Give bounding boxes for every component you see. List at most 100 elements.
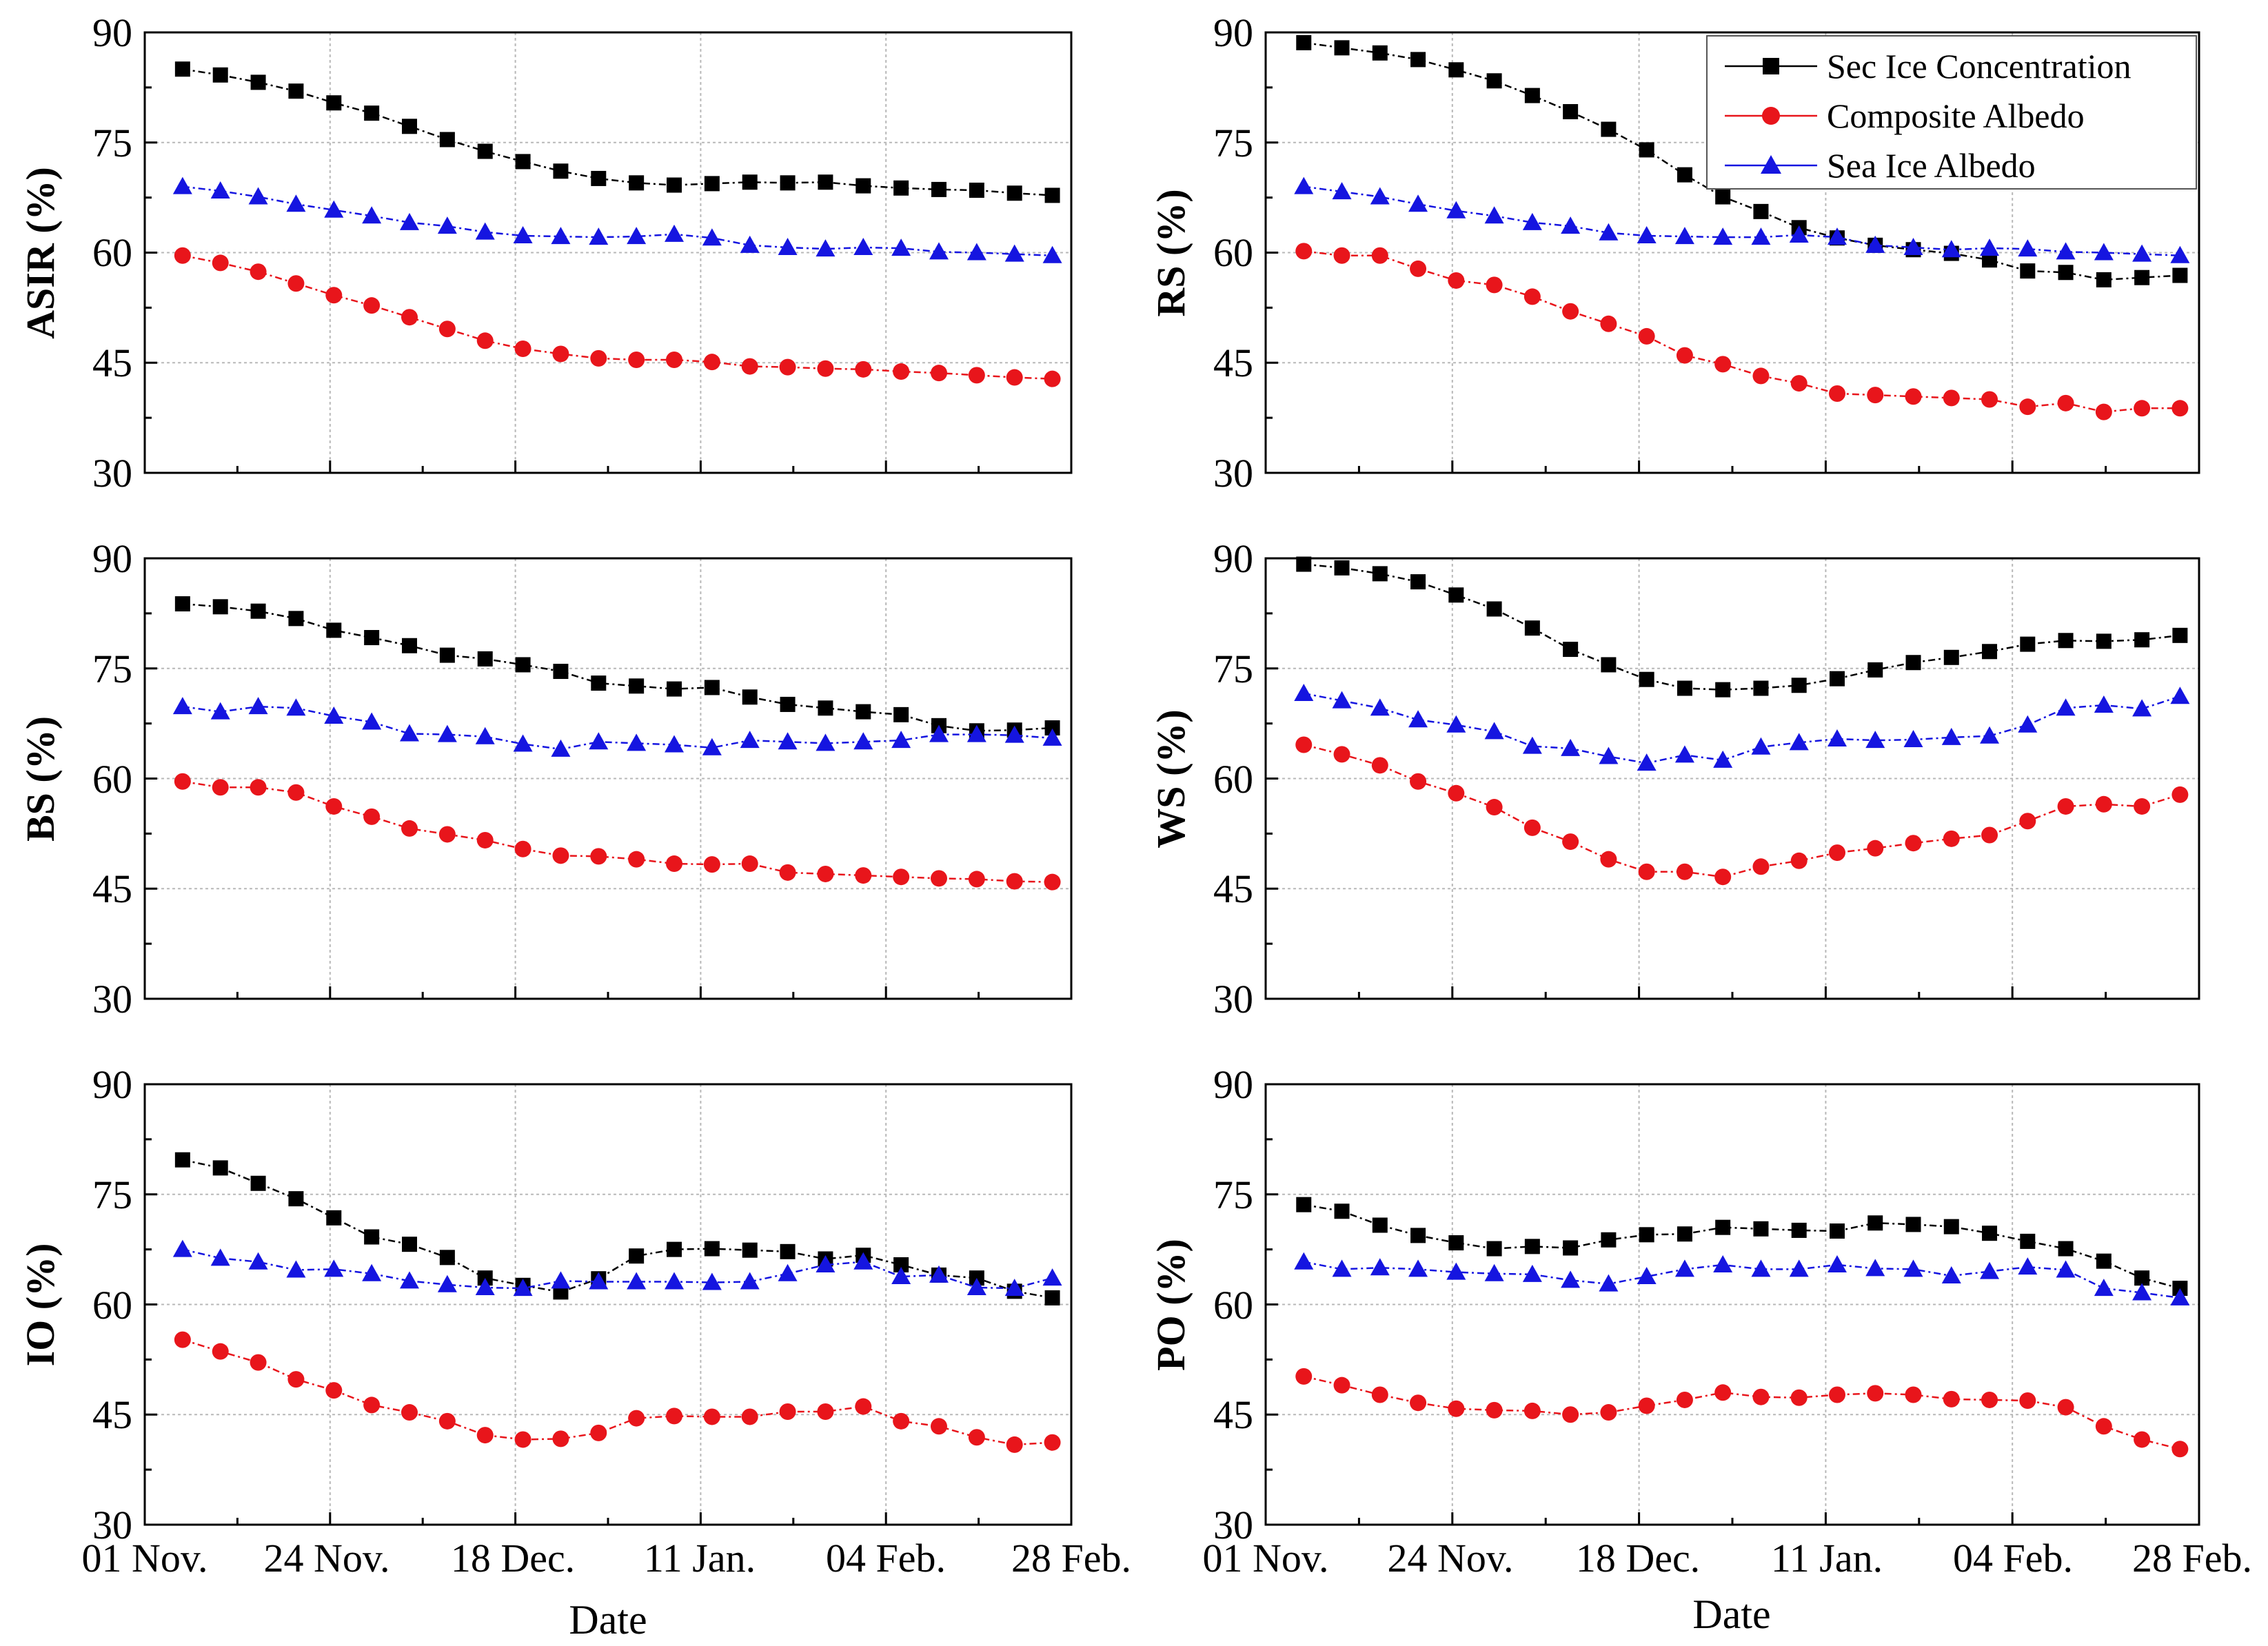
point-sea-ice-19	[1980, 1261, 2000, 1279]
point-concentration-17	[780, 1243, 796, 1259]
point-composite-13	[1752, 1388, 1770, 1405]
point-sea-ice-5	[324, 706, 344, 724]
series-layer	[172, 1152, 1062, 1453]
point-composite-14	[666, 1408, 682, 1425]
point-concentration-15	[704, 176, 720, 192]
point-sea-ice-20	[2018, 715, 2038, 733]
y-tick-label-45: 45	[92, 1392, 132, 1437]
point-composite-24	[1044, 370, 1061, 387]
point-sea-ice-4	[1408, 194, 1428, 212]
point-concentration-6	[364, 1229, 380, 1245]
point-concentration-7	[402, 1237, 417, 1252]
point-composite-20	[893, 1412, 910, 1430]
point-sea-ice-4	[286, 698, 306, 716]
point-concentration-20	[893, 707, 909, 722]
y-tick-label-90: 90	[1213, 10, 1253, 55]
point-composite-1	[174, 773, 191, 790]
point-composite-14	[1790, 375, 1808, 392]
point-concentration-21	[2058, 633, 2074, 649]
x-axis-label: Date	[569, 1597, 647, 1643]
point-concentration-11	[1677, 680, 1692, 696]
point-concentration-17	[780, 696, 796, 712]
point-composite-9	[476, 1427, 494, 1444]
point-composite-19	[855, 867, 872, 884]
point-composite-4	[1410, 260, 1427, 277]
point-sea-ice-11	[551, 227, 571, 245]
series-layer	[1294, 1197, 2190, 1458]
point-sea-ice-22	[2094, 243, 2114, 261]
x-tick-label-28-feb: 28 Feb.	[2132, 1536, 2252, 1581]
point-composite-3	[1371, 1386, 1388, 1403]
point-sea-ice-17	[1903, 730, 1923, 748]
point-composite-8	[438, 1412, 456, 1430]
point-sea-ice-24	[2170, 1288, 2190, 1305]
point-concentration-3	[1372, 1217, 1388, 1233]
point-sea-ice-11	[551, 1271, 571, 1289]
y-axis-label: PO (%)	[1148, 1239, 1193, 1371]
point-sea-ice-14	[665, 735, 684, 753]
series-line-sea-ice	[1304, 1261, 2180, 1299]
point-concentration-3	[1372, 566, 1388, 582]
point-sea-ice-10	[1637, 1267, 1657, 1285]
point-composite-15	[703, 856, 720, 873]
y-tick-label-75: 75	[92, 1172, 132, 1217]
legend-label-concentration: Sec Ice Concentration	[1827, 47, 2131, 85]
series-line-composite	[1303, 1375, 2180, 1450]
point-composite-2	[212, 779, 229, 796]
series-line-composite	[1303, 744, 2180, 878]
point-sea-ice-6	[362, 206, 382, 224]
point-sea-ice-7	[1522, 1264, 1542, 1282]
point-composite-17	[1905, 388, 1922, 405]
series-layer	[1294, 34, 2190, 420]
x-tick-label-11-jan: 11 Jan.	[644, 1536, 756, 1581]
y-tick-label-60: 60	[1213, 1283, 1253, 1328]
point-composite-5	[325, 797, 343, 815]
x-tick-label-24-nov: 24 Nov.	[1387, 1536, 1513, 1581]
y-tick-label-60: 60	[1213, 757, 1253, 802]
point-composite-10	[514, 341, 531, 358]
point-composite-17	[779, 864, 796, 881]
point-composite-24	[1044, 873, 1061, 891]
point-concentration-9	[1601, 1232, 1617, 1248]
point-composite-15	[703, 354, 720, 371]
point-composite-11	[1676, 1391, 1693, 1408]
point-composite-21	[931, 870, 947, 887]
point-composite-8	[438, 826, 456, 843]
point-concentration-20	[2020, 263, 2036, 279]
point-concentration-3	[250, 74, 266, 90]
point-composite-19	[855, 360, 872, 378]
y-tick-label-90: 90	[92, 536, 132, 581]
point-sea-ice-2	[1332, 1259, 1352, 1277]
point-sea-ice-24	[1042, 245, 1062, 263]
point-composite-7	[401, 1404, 418, 1421]
point-composite-15	[703, 1408, 720, 1425]
point-sea-ice-11	[1674, 745, 1694, 763]
series-line-composite	[182, 780, 1053, 883]
point-sea-ice-5	[324, 200, 344, 218]
panel-io: 30 45 60 75 90 IO (%) 01 Nov. 24 Nov. 18…	[18, 1062, 1131, 1643]
point-composite-24	[2171, 400, 2189, 417]
point-concentration-14	[667, 177, 682, 193]
point-concentration-14	[1791, 1222, 1807, 1238]
y-tick-label-45: 45	[1213, 341, 1253, 385]
point-composite-16	[741, 1408, 758, 1425]
point-sea-ice-20	[891, 1267, 911, 1285]
point-sea-ice-12	[1713, 750, 1733, 768]
point-sea-ice-3	[248, 187, 268, 205]
point-composite-10	[1638, 863, 1655, 880]
point-concentration-9	[477, 651, 493, 667]
point-sea-ice-21	[2056, 698, 2076, 716]
point-composite-22	[2095, 795, 2112, 813]
point-composite-14	[1790, 1389, 1808, 1406]
point-sea-ice-9	[1599, 223, 1619, 241]
point-composite-17	[779, 358, 796, 376]
point-concentration-5	[1448, 587, 1464, 603]
point-composite-20	[2019, 1392, 2036, 1410]
y-tick-label-30: 30	[92, 451, 132, 496]
point-concentration-3	[1372, 45, 1388, 61]
axis-ticks	[1264, 31, 2200, 474]
point-composite-5	[325, 1382, 343, 1399]
point-concentration-14	[667, 681, 682, 697]
point-composite-17	[1905, 1386, 1922, 1403]
series-layer	[172, 596, 1062, 891]
